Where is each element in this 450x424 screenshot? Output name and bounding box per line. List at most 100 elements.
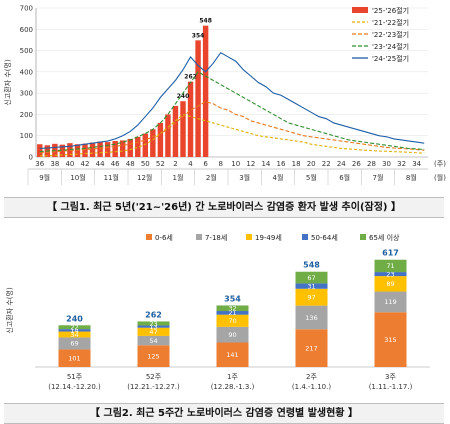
month-label: 6월 [339,173,350,182]
season-bar [119,140,126,157]
stacked-segment [137,345,170,367]
segment-value-label: 23 [386,270,394,278]
x-tick-label: 4 [188,160,193,168]
legend-label: '24-'25절기 [372,54,409,63]
stacked-segment [58,331,91,338]
segment-value-label: 69 [70,340,78,348]
legend-swatch [246,234,252,240]
y-axis-label: 신고환자 수(명) [5,287,14,334]
month-label: 2월 [206,173,217,182]
x-tick-label: 28 [367,160,376,168]
month-label: 10월 [70,173,85,182]
segment-value-label: 70 [228,317,236,325]
x-category-week: 52주 [146,373,162,381]
season-line [39,51,425,150]
stacked-segment [216,342,249,367]
stacked-segment [58,329,91,332]
y-axis-label: 신고환자 수(명) [3,59,12,106]
segment-value-label: 34 [70,331,78,339]
season-line [39,101,425,154]
age-stacked-bar-chart: 신고환자 수(명) 0-6세 7-18세 19-49세 50-64세 65세 이상 101 6… [5,233,430,391]
x-tick-label: 2 [173,160,177,168]
bar-total-label: 262 [145,310,162,319]
y-tick-label: 300 [20,90,33,98]
season-line [39,71,425,153]
bar-data-label: 617 [207,0,220,2]
stacked-segment [58,349,91,367]
season-bar [135,136,141,157]
legend-swatch [146,234,152,240]
segment-value-label: 90 [228,331,236,339]
stacked-segment [137,325,170,328]
segment-value-label: 22 [70,323,78,331]
stacked-segment [58,325,91,330]
x-tick-label: 52 [156,160,165,168]
stacked-segment [295,305,328,330]
legend-swatch [302,234,308,240]
segment-value-label: 47 [149,328,157,336]
season-bar [59,144,66,157]
stacked-segment [374,259,407,273]
x-tick-label: 46 [111,160,120,168]
stacked-segment [58,337,91,350]
segment-value-label: 217 [305,344,317,352]
x-unit-week: (주) [434,160,446,168]
stacked-segment [295,271,328,284]
legend-label: 7-18세 [205,233,227,242]
month-label: 11월 [104,173,119,182]
stacked-segment [374,291,407,313]
y-tick-label: 400 [20,68,33,76]
legend-label: '25-'26절기 [372,6,409,15]
x-tick-label: 12 [246,160,255,168]
bar-data-label: 354 [192,32,205,39]
season-bar [180,101,186,157]
stacked-segment [216,305,249,312]
x-category-range: (12.14.-12.20.) [48,383,101,391]
segment-value-label: 119 [384,298,396,306]
season-bar [195,40,201,157]
legend-label: 0-6세 [155,233,173,242]
stacked-segment [137,335,170,346]
month-label: 1월 [173,173,184,182]
month-label: 8월 [406,173,417,182]
bar-total-label: 617 [382,249,399,258]
x-tick-label: 8 [218,160,222,168]
x-unit-month: (월) [434,173,446,182]
segment-value-label: 14 [70,327,78,335]
y-tick-label: 200 [20,111,33,119]
x-tick-label: 36 [35,160,44,168]
month-label: 4월 [273,173,284,182]
x-tick-label: 34 [412,160,421,168]
segment-value-label: 89 [386,280,394,288]
stacked-segment [374,312,407,367]
season-bar [97,141,103,157]
segment-value-label: 136 [305,314,317,322]
bar-total-label: 240 [66,314,83,323]
segment-value-label: 71 [386,262,394,270]
stacked-segment [374,276,407,292]
legend-label: 65세 이상 [369,233,400,242]
segment-value-label: 32 [228,305,236,313]
legend-label: '21-'22절기 [372,18,409,27]
stacked-segment [295,329,328,367]
season-bar [150,129,156,157]
x-tick-label: 48 [126,160,135,168]
figure2-caption: 【 그림2. 최근 5주간 노로바이러스 감염증 연령별 발생현황 】 [4,403,444,424]
x-tick-label: 26 [352,160,361,168]
month-label: 3월 [239,173,250,182]
bar-data-label: 262 [184,74,197,81]
segment-value-label: 141 [226,351,238,359]
x-tick-label: 44 [96,160,105,168]
season-bar [104,142,111,157]
x-tick-label: 38 [50,160,59,168]
month-label: 9월 [39,173,50,182]
x-tick-label: 22 [322,160,331,168]
legend-swatch [352,7,368,13]
month-label: 12월 [137,173,152,182]
bar-data-label: 240 [177,93,190,100]
stacked-segment [374,272,407,277]
y-tick-label: 600 [20,26,33,34]
segment-value-label: 315 [384,336,396,344]
stacked-segment [295,288,328,306]
segment-value-label: 97 [307,294,315,302]
